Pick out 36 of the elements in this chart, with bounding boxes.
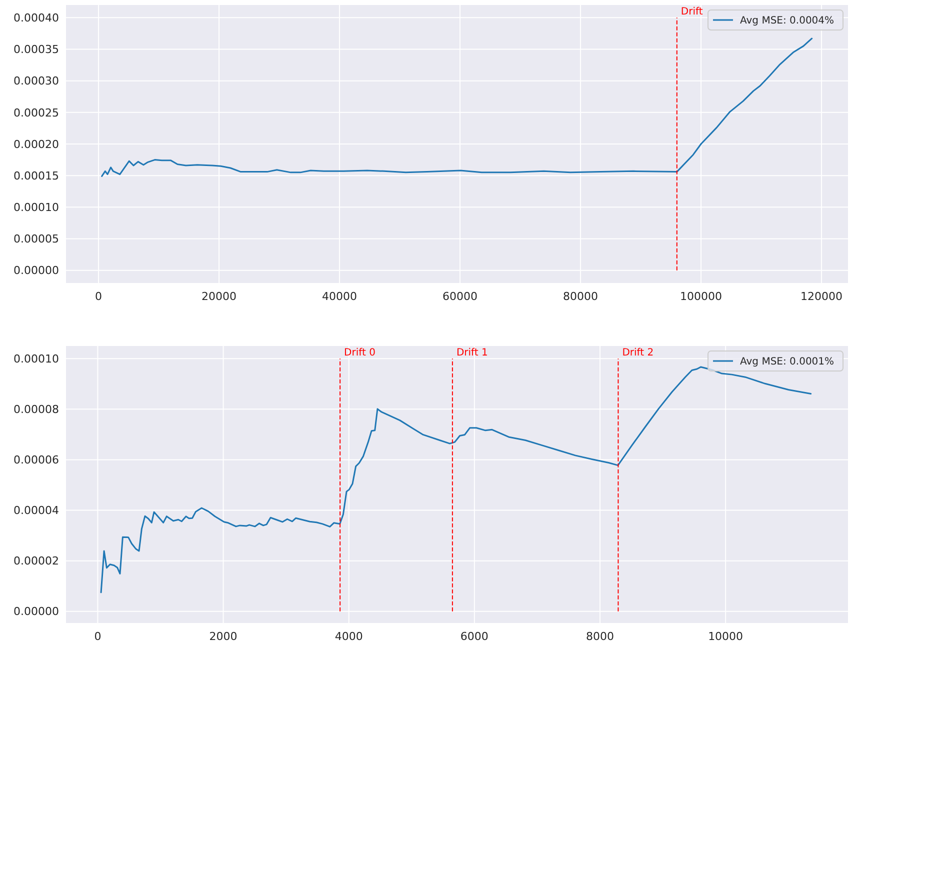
- y-tick-label: 0.00005: [14, 232, 59, 246]
- y-tick-label: 0.00010: [14, 201, 59, 214]
- ref-line-label: Drift 1: [456, 348, 488, 359]
- legend-label: Avg MSE: 0.0004%: [740, 16, 834, 26]
- y-tick-label: 0.00006: [14, 454, 59, 467]
- x-tick-label: 4000: [334, 630, 363, 643]
- ref-line-label: Drift 2: [622, 348, 654, 359]
- x-tick-label: 10000: [708, 630, 744, 643]
- y-tick-label: 0.00010: [14, 352, 59, 366]
- ref-line-label: Drift: [680, 6, 703, 18]
- y-tick-label: 0.00008: [14, 403, 59, 416]
- y-tick-label: 0.00000: [14, 264, 59, 278]
- line-series: [100, 366, 812, 594]
- y-tick-label: 0.00020: [14, 138, 59, 151]
- x-tick-label: 100000: [680, 290, 722, 303]
- x-tick-label: 80000: [563, 290, 598, 303]
- y-tick-label: 0.00035: [14, 43, 59, 56]
- y-tick-label: 0.00004: [14, 504, 59, 518]
- y-tick-label: 0.00025: [14, 106, 59, 120]
- x-tick-label: 0: [95, 290, 102, 303]
- x-tick-label: 60000: [442, 290, 478, 303]
- y-tick-label: 0.00002: [14, 554, 59, 568]
- ref-line-label: Drift 0: [344, 348, 376, 359]
- x-tick-label: 120000: [800, 290, 842, 303]
- y-tick-label: 0.00015: [14, 169, 59, 182]
- y-tick-label: 0.00040: [14, 11, 59, 24]
- x-tick-label: 20000: [202, 290, 237, 303]
- x-tick-label: 40000: [322, 290, 358, 303]
- y-tick-label: 0.00030: [14, 74, 59, 88]
- y-tick-label: 0.00000: [14, 605, 59, 618]
- x-tick-label: 6000: [460, 630, 488, 643]
- x-tick-label: 0: [94, 630, 102, 643]
- x-tick-label: 8000: [586, 630, 614, 643]
- line-series: [101, 38, 813, 177]
- legend-label: Avg MSE: 0.0001%: [740, 356, 834, 368]
- x-tick-label: 2000: [209, 630, 238, 643]
